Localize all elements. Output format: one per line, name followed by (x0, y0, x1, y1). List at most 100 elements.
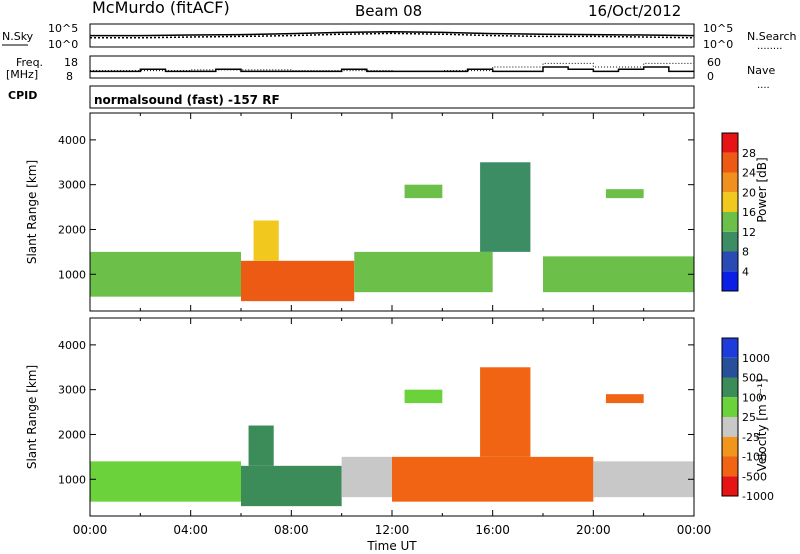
colorbar-tick-label: -25 (742, 431, 760, 444)
xtick-label: 04:00 (173, 523, 208, 537)
freq-label: Freq. (16, 56, 43, 69)
ytick-label: 2000 (58, 223, 86, 236)
scatter-region-7 (605, 189, 644, 199)
colorbar-tick-label: 28 (742, 147, 756, 160)
frequency-lines (90, 62, 695, 73)
noise-tick-right-top: 10^5 (703, 22, 733, 35)
xtick-label: 00:00 (73, 523, 108, 537)
scatter-region-2 (253, 220, 279, 261)
ytick-label: 1000 (58, 473, 86, 486)
station-title: McMurdo (fitACF) (92, 0, 230, 17)
scatter-region-7 (404, 389, 443, 404)
beam-title: Beam 08 (355, 2, 422, 20)
scatter-region-5 (543, 256, 694, 293)
nave-tick-top: 60 (707, 56, 721, 69)
xtick-label: 20:00 (576, 523, 611, 537)
scatter-region-4 (392, 456, 594, 502)
colorbar-segment (722, 212, 738, 232)
colorbar-segment (722, 152, 738, 173)
colorbar-segment (722, 357, 738, 378)
nave-label: Nave (747, 64, 775, 77)
colorbar-segment (722, 133, 738, 153)
scatter-region-4 (480, 162, 531, 252)
colorbar-segment (722, 456, 738, 477)
freq-series-0 (90, 66, 694, 73)
noise-tick-right-bottom: 10^0 (703, 38, 733, 51)
noise-series-0 (90, 31, 695, 37)
freq-tick-top: 18 (64, 56, 78, 69)
ytick-label: 4000 (58, 339, 86, 352)
colorbar-tick-label: 25 (742, 411, 756, 424)
scatter-region-3 (341, 456, 392, 498)
nave-dots: .... (757, 80, 770, 91)
nave-tick-bottom: 0 (707, 70, 714, 83)
colorbar-segment (722, 436, 738, 457)
colorbar-tick-label: 1000 (742, 352, 770, 365)
colorbar-tick-label: 500 (742, 372, 763, 385)
noise-lines (90, 31, 695, 39)
colorbar-segment (722, 172, 738, 193)
noise-panel: N.Sky 10^5 10^0 10^5 10^0 N.Search .....… (2, 22, 797, 52)
colorbar-tick-label: 20 (742, 186, 756, 199)
ytick-label: 1000 (58, 268, 86, 281)
ytick-label: 4000 (58, 134, 86, 147)
time-axis: 00:00 04:00 08:00 12:00 16:00 20:00 00:00 (73, 523, 712, 537)
noise-tick-left-top: 10^5 (48, 22, 78, 35)
velocity-colorbar-label: Velocity [m s⁻¹] (755, 378, 769, 471)
power-cells (90, 162, 694, 302)
cpid-panel: CPID normalsound (fast) -157 RF (8, 85, 695, 109)
colorbar-frame (721, 337, 739, 497)
noise-series-1 (90, 32, 695, 39)
colorbar-segment (722, 417, 738, 437)
scatter-region-5 (480, 367, 531, 457)
scatter-region-0 (90, 461, 241, 502)
ytick-label: 3000 (58, 384, 86, 397)
colorbar-segment (722, 231, 738, 252)
cpid-text: normalsound (fast) -157 RF (94, 93, 280, 107)
colorbar-tick-label: -500 (742, 470, 767, 483)
scatter-region-2 (248, 425, 274, 466)
noise-tick-left-bottom: 10^0 (48, 38, 78, 51)
time-axis-label: Time UT (366, 539, 417, 553)
colorbar-segment (722, 251, 738, 272)
velocity-axis: 1000 2000 3000 4000 (58, 318, 695, 516)
colorbar-segment (722, 377, 738, 398)
xtick-label: 08:00 (274, 523, 309, 537)
power-panel: 1000 2000 3000 4000 Slant Range [km] 4 8 12 16… (25, 112, 769, 312)
colorbar-segment (722, 271, 738, 291)
scatter-region-0 (90, 251, 241, 297)
ytick-label: 2000 (58, 428, 86, 441)
scatter-region-1 (241, 465, 342, 507)
velocity-panel: 1000 2000 3000 4000 Slant Range [km] 1000 50… (25, 317, 774, 517)
freq-series-1 (90, 62, 695, 72)
power-axis: 1000 2000 3000 4000 (58, 113, 695, 311)
colorbar-tick-label: 16 (742, 206, 756, 219)
velocity-cells (90, 367, 694, 507)
freq-unit-label: [MHz] (6, 68, 38, 81)
velocity-colorbar: 1000 500 100 25 -25 -100 -500 -1000 (721, 337, 774, 503)
colorbar-tick-label: 4 (742, 265, 749, 278)
scatter-region-6 (404, 184, 443, 199)
scatter-region-8 (605, 394, 644, 404)
xtick-label: 16:00 (475, 523, 510, 537)
colorbar-tick-label: 8 (742, 246, 749, 259)
power-ylabel: Slant Range [km] (25, 160, 39, 264)
nsearch-dots: ........ (757, 41, 782, 52)
power-colorbar: 4 8 12 16 20 24 28 (721, 132, 756, 292)
colorbar-tick-label: 100 (742, 391, 763, 404)
velocity-ylabel: Slant Range [km] (25, 365, 39, 469)
colorbar-tick-label: -100 (742, 451, 767, 464)
colorbar-segment (722, 397, 738, 417)
colorbar-tick-label: 12 (742, 226, 756, 239)
cpid-label: CPID (8, 89, 37, 102)
colorbar-segment (722, 192, 738, 212)
scatter-region-6 (593, 461, 694, 498)
power-colorbar-label: Power [dB] (755, 157, 769, 222)
frequency-panel: Freq. [MHz] 18 8 60 0 Nave .... (6, 55, 775, 91)
ytick-label: 3000 (58, 179, 86, 192)
xtick-label: 12:00 (375, 523, 410, 537)
freq-tick-bottom: 8 (66, 70, 73, 83)
colorbar-tick-label: -1000 (742, 490, 774, 503)
date-title: 16/Oct/2012 (588, 2, 681, 20)
